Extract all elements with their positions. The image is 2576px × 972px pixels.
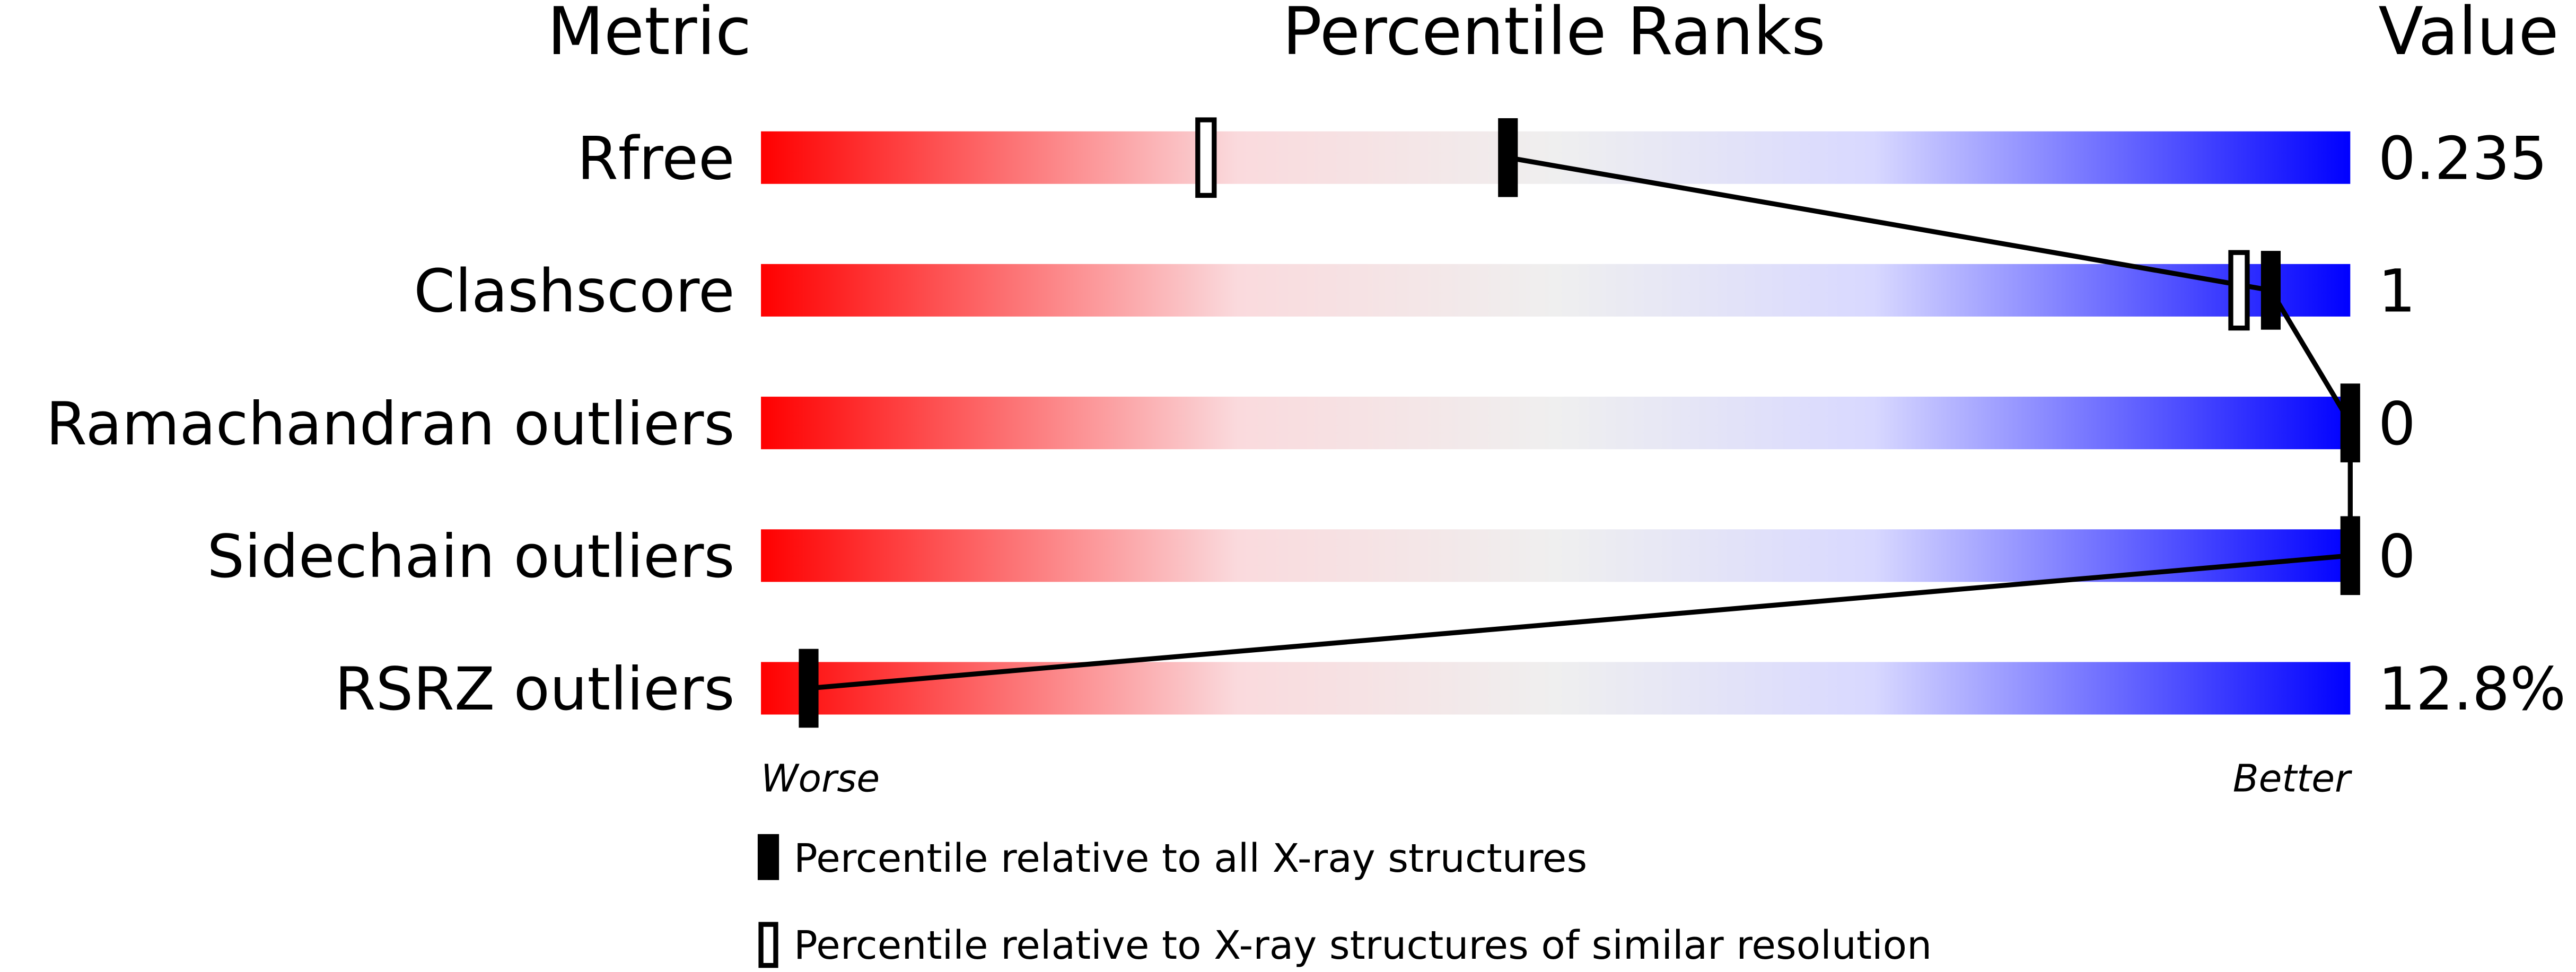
header: Metric	[547, 0, 751, 70]
legend-label: Percentile relative to X-ray structures …	[794, 922, 1932, 968]
percentile-marker	[799, 649, 819, 728]
percentile-bar	[761, 397, 2351, 450]
legend-swatch	[758, 922, 778, 968]
percentile-bar	[761, 264, 2351, 317]
percentile-marker	[1498, 118, 1518, 197]
legend-label: Percentile relative to all X-ray structu…	[794, 835, 1587, 881]
metric-label: RSRZ outliers	[335, 655, 734, 724]
metric-label: Ramachandran outliers	[46, 390, 735, 459]
percentile-bar	[761, 131, 2351, 184]
axis-label: Better	[2233, 756, 2352, 800]
metric-value: 0	[2378, 523, 2416, 591]
metric-value: 1	[2378, 258, 2416, 326]
header: Value	[2378, 0, 2559, 70]
percentile-bar	[761, 529, 2351, 582]
metric-label: Sidechain outliers	[207, 523, 734, 591]
metric-value: 12.8%	[2378, 655, 2566, 724]
metric-label: Clashscore	[414, 258, 734, 326]
percentile-marker	[2260, 251, 2281, 330]
percentile-marker	[2340, 516, 2360, 596]
axis-label: Worse	[761, 756, 880, 800]
metric-value: 0	[2378, 390, 2416, 459]
metric-label: Rfree	[577, 125, 734, 193]
header: Percentile Ranks	[1282, 0, 1825, 70]
percentile-marker-open	[2228, 250, 2250, 331]
percentile-marker-open	[1195, 117, 1217, 198]
percentile-marker	[2340, 383, 2360, 462]
metric-value: 0.235	[2378, 125, 2547, 193]
legend-swatch	[757, 834, 779, 880]
